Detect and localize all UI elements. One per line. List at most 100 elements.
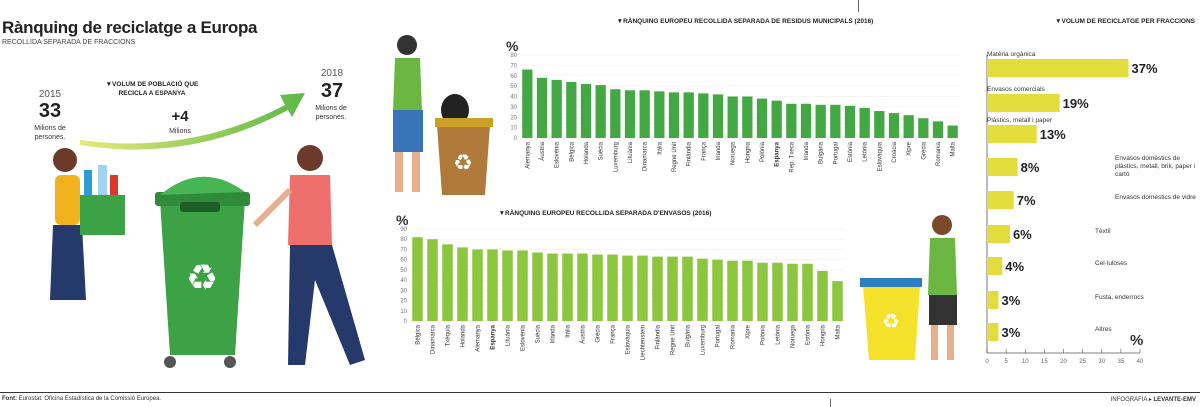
- y-tick-label: 70: [510, 63, 517, 69]
- x-tick-label: Grècia: [596, 324, 602, 342]
- delta-value: +4: [171, 108, 189, 125]
- bar-fraction: [987, 94, 1060, 112]
- bar-fraction: [987, 125, 1037, 143]
- x-tick-label: Espanya: [775, 141, 781, 166]
- x-tick-label: Bulgària: [819, 141, 825, 164]
- x-tick-label: Letònia: [863, 141, 869, 161]
- x-tick-label: Polònia: [761, 324, 767, 345]
- bar-xipre: [903, 115, 914, 138]
- y-tick-label: 90: [400, 227, 407, 233]
- x-tick-label: 35: [1118, 359, 1125, 365]
- x-tick-label: Eslovènia: [555, 141, 561, 168]
- x-tick-label: Eslovàquia: [626, 324, 632, 354]
- bar-holanda: [457, 247, 468, 321]
- data-label: 3%: [1001, 293, 1020, 308]
- data-label: 13%: [1040, 127, 1066, 142]
- x-tick-label: Dinamarca: [431, 324, 437, 354]
- start-value: 33: [38, 100, 62, 122]
- bar-fraction: [987, 191, 1014, 209]
- category-label: Envasos domèstics de plàstics, metall, b…: [1115, 155, 1196, 178]
- x-tick-label: Portugal: [716, 325, 722, 347]
- x-tick-label: Bulgària: [686, 324, 692, 347]
- x-tick-label: França: [611, 324, 617, 343]
- x-tick-label: Suècia: [599, 141, 605, 160]
- start-year: 2015: [38, 89, 62, 100]
- credit-label: INFOGRAFIA ▸: [1110, 397, 1152, 403]
- y-tick-label: 30: [510, 105, 517, 111]
- bar-litunia: [624, 90, 636, 138]
- bar-finlndia: [683, 92, 694, 138]
- bar-malta: [832, 281, 843, 321]
- x-tick-label: Polònia: [760, 141, 766, 162]
- y-tick-label: 40: [510, 95, 517, 101]
- bar-eslovquia: [874, 111, 885, 138]
- x-tick-label: Portugal: [833, 142, 839, 164]
- x-tick-label: 40: [1137, 359, 1144, 365]
- organic-bin-illustration: ♻: [393, 35, 493, 195]
- x-tick-label: Estònia: [848, 141, 854, 162]
- x-tick-label: Noruega: [791, 324, 797, 348]
- y-tick-label: 70: [400, 247, 407, 253]
- bar-xipre: [742, 260, 753, 321]
- source-note: Font: Eurostat. Oficina Estadística de l…: [2, 396, 161, 402]
- bar-romania: [727, 260, 738, 321]
- x-tick-label: 25: [1079, 359, 1086, 365]
- x-tick-label: Lituània: [506, 324, 512, 346]
- category-label-wrap: Cel·luloses: [1095, 260, 1127, 267]
- svg-text:♻: ♻: [186, 257, 218, 298]
- x-tick-label: Bèlgica: [569, 141, 575, 161]
- end-unit: Milions de persones.: [315, 105, 347, 121]
- bar-fraction: [987, 257, 1003, 275]
- data-label: 3%: [1001, 325, 1020, 340]
- bar-txquia: [442, 244, 453, 321]
- category-label-wrap: Envasos domèstics de vidre: [1115, 194, 1196, 201]
- x-tick-label: Finlàndia: [656, 324, 662, 349]
- end-year: 2018: [320, 68, 344, 79]
- bar-fraction: [987, 59, 1129, 77]
- category-label: Plàstics, metall i paper: [987, 117, 1053, 124]
- x-tick-label: 20: [1060, 359, 1067, 365]
- bar-irlanda: [800, 103, 812, 138]
- y-tick-label: 10: [510, 126, 517, 132]
- bar-polnia: [756, 98, 768, 138]
- divider: [858, 0, 859, 12]
- packaging-chart: ▼RÀNQUING EUROPEU RECOLLIDA SEPARADA D'E…: [396, 208, 845, 360]
- municipal-waste-chart: ▼RÀNQUING EUROPEU RECOLLIDA SEPARADA DE …: [506, 16, 960, 173]
- x-tick-label: Malta: [836, 324, 842, 339]
- bar-luxemburg: [697, 258, 708, 321]
- y-axis-label: %: [396, 212, 409, 228]
- bar-espanya: [771, 100, 782, 138]
- category-label-wrap: Altres: [1095, 326, 1112, 333]
- bar-frana: [607, 254, 618, 321]
- x-tick-label: 30: [1098, 359, 1105, 365]
- y-tick-label: 20: [510, 115, 517, 121]
- bar-itlia: [562, 253, 573, 321]
- bar-noruega: [787, 263, 798, 321]
- bar-alemanya: [472, 249, 483, 321]
- y-tick-label: 20: [400, 299, 407, 305]
- x-tick-label: 5: [1004, 359, 1008, 365]
- category-label: Tèxtil: [1095, 228, 1111, 235]
- svg-text:♻: ♻: [882, 311, 900, 333]
- x-tick-label: Itàlia: [566, 324, 572, 337]
- bar-sucia: [595, 85, 606, 138]
- category-label: Altres: [1095, 326, 1112, 333]
- x-tick-label: Holanda: [461, 324, 467, 347]
- bar-dinamarca: [427, 239, 438, 321]
- data-label: 8%: [1021, 160, 1040, 175]
- x-tick-label: Regne Unit: [671, 325, 677, 355]
- bar-grcia: [592, 254, 603, 321]
- category-label-wrap: Fusta, enderrocs: [1095, 294, 1144, 301]
- x-tick-label: Estònia: [806, 324, 812, 345]
- bar-irlanda: [712, 94, 724, 138]
- x-tick-label: 10: [1022, 359, 1029, 365]
- divider: [830, 399, 831, 407]
- y-tick-label: 80: [510, 53, 517, 59]
- page-subtitle: RECOLLIDA SEPARADA DE FRACCIONS: [2, 39, 136, 46]
- bar-blgica: [412, 237, 423, 321]
- bar-fraction: [987, 323, 999, 341]
- bar-eslovnia: [551, 79, 562, 138]
- bar-fraction: [987, 158, 1018, 176]
- y-axis-label: %: [506, 38, 519, 54]
- bar-sucia: [532, 252, 543, 321]
